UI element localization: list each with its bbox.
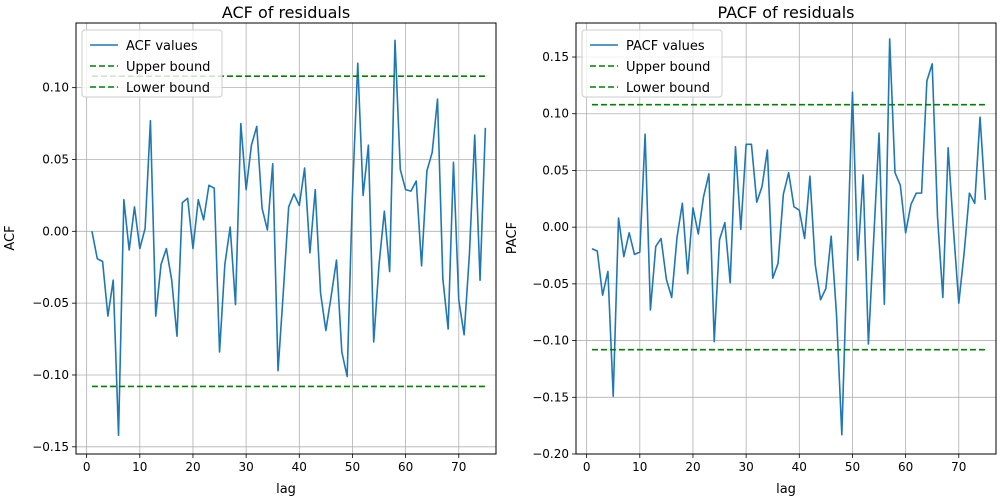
pacf-legend-label: Upper bound [626, 60, 710, 75]
pacf-y-tick-label: −0.15 [532, 390, 569, 404]
pacf-y-tick-label: −0.20 [532, 447, 569, 461]
pacf-x-tick-label: 40 [792, 460, 807, 474]
pacf-x-tick-label: 30 [738, 460, 753, 474]
acf-x-tick-label: 60 [398, 460, 413, 474]
acf-legend-box [81, 29, 223, 98]
acf-ticks: 0 10 20 30 40 50 60 70 −0.15 −0.10 −0.05 0.00 0.05 0.… [32, 81, 466, 474]
acf-x-tick-label: 10 [132, 460, 147, 474]
pacf-legend-label: PACF values [626, 39, 705, 54]
acf-y-axis-label: ACF [3, 225, 18, 250]
pacf-y-tick-label: 0.05 [542, 163, 569, 177]
acf-legend-label: Lower bound [126, 81, 210, 96]
acf-legend-label: ACF values [126, 39, 198, 54]
acf-axes-frame [75, 22, 497, 455]
pacf-x-tick-label: 50 [845, 460, 860, 474]
acf-y-tick-label: 0.10 [42, 81, 69, 95]
pacf-values-line [591, 38, 987, 436]
acf-x-axis-label: lag [276, 482, 296, 497]
pacf-legend-box [581, 29, 723, 98]
pacf-y-tick-label: −0.05 [532, 277, 569, 291]
acf-x-tick-label: 0 [83, 460, 91, 474]
acf-x-tick-label: 50 [345, 460, 360, 474]
pacf-axes-frame [575, 22, 997, 455]
pacf-chart: PACF of residuals 0 10 20 30 40 50 60 70 −0.20 −0… [505, 3, 997, 497]
pacf-y-tick-label: 0.15 [542, 50, 569, 64]
pacf-x-axis-label: lag [776, 482, 796, 497]
acf-x-tick-label: 70 [451, 460, 466, 474]
acf-values-line [91, 39, 487, 437]
acf-y-tick-label: 0.05 [42, 152, 69, 166]
pacf-ticks: 0 10 20 30 40 50 60 70 −0.20 −0.15 −0.10 −0.05 0.00 0… [532, 50, 966, 474]
acf-y-tick-label: −0.15 [32, 440, 69, 454]
pacf-x-tick-label: 60 [898, 460, 913, 474]
pacf-legend: PACF values Upper bound Lower bound [581, 29, 723, 98]
pacf-y-axis-label: PACF [505, 222, 520, 254]
acf-x-tick-label: 30 [238, 460, 253, 474]
acf-x-tick-label: 40 [292, 460, 307, 474]
acf-chart-title: ACF of residuals [222, 3, 350, 22]
pacf-y-tick-label: −0.10 [532, 334, 569, 348]
acf-legend: ACF values Upper bound Lower bound [81, 29, 223, 98]
acf-chart: ACF of residuals 0 10 20 30 40 50 60 70 −0.15 −0.… [3, 3, 497, 497]
acf-y-tick-label: 0.00 [42, 224, 69, 238]
pacf-chart-title: PACF of residuals [718, 3, 855, 22]
acf-legend-label: Upper bound [126, 60, 210, 75]
pacf-legend-label: Lower bound [626, 81, 710, 96]
acf-gridlines [76, 23, 496, 454]
acf-y-tick-label: −0.05 [32, 296, 69, 310]
pacf-x-tick-label: 0 [583, 460, 591, 474]
pacf-x-tick-label: 10 [632, 460, 647, 474]
pacf-y-tick-label: 0.10 [542, 107, 569, 121]
pacf-x-tick-label: 20 [685, 460, 700, 474]
pacf-y-tick-label: 0.00 [542, 220, 569, 234]
acf-y-tick-label: −0.10 [32, 368, 69, 382]
pacf-plot-area [591, 38, 987, 436]
acf-x-tick-label: 20 [185, 460, 200, 474]
pacf-x-tick-label: 70 [951, 460, 966, 474]
